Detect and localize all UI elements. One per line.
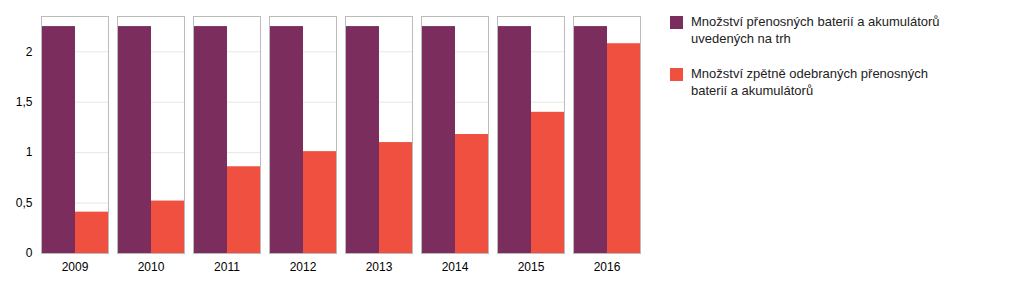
svg-text:1,5: 1,5 bbox=[16, 95, 33, 109]
svg-text:2012: 2012 bbox=[290, 260, 317, 274]
svg-text:2016: 2016 bbox=[594, 260, 621, 274]
svg-text:2011: 2011 bbox=[214, 260, 240, 274]
svg-text:2010: 2010 bbox=[138, 260, 165, 274]
svg-text:0,5: 0,5 bbox=[16, 196, 33, 210]
svg-text:2015: 2015 bbox=[518, 260, 545, 274]
svg-text:2013: 2013 bbox=[366, 260, 393, 274]
html-text:Množství zpětně odebraných pře: Množství zpětně odebraných přenosných ba… bbox=[691, 65, 928, 98]
svg-text:1: 1 bbox=[26, 145, 33, 159]
svg-text:0: 0 bbox=[26, 246, 33, 260]
html-text:Množství přenosných baterií a: Množství přenosných baterií a akumulátor… bbox=[691, 14, 940, 46]
svg-text:2014: 2014 bbox=[442, 260, 469, 274]
svg-text:2: 2 bbox=[26, 45, 33, 59]
svg-text:2009: 2009 bbox=[62, 260, 89, 274]
